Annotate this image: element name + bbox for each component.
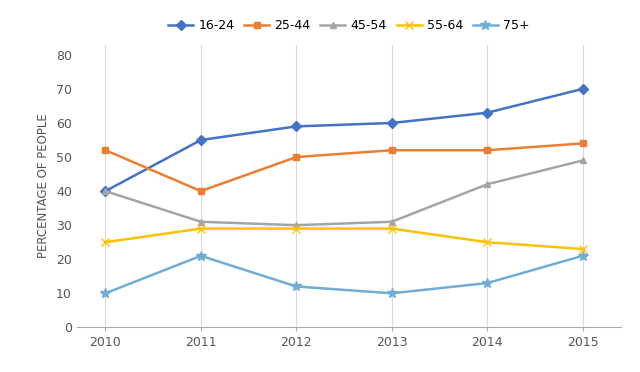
25-44 (292, 155, 300, 159)
Y-axis label: PERCENTAGE OF PEOPLE: PERCENTAGE OF PEOPLE (37, 113, 51, 259)
25-44 (197, 189, 205, 193)
75+ (197, 254, 205, 258)
55-64 (197, 226, 205, 231)
16-24 (197, 138, 205, 142)
45-54 (483, 182, 491, 186)
45-54 (197, 219, 205, 224)
Line: 55-64: 55-64 (101, 224, 587, 253)
Line: 45-54: 45-54 (102, 157, 586, 229)
45-54 (102, 189, 109, 193)
75+ (483, 281, 491, 285)
45-54 (388, 219, 396, 224)
25-44 (579, 141, 586, 146)
16-24 (102, 189, 109, 193)
16-24 (388, 121, 396, 125)
Legend: 16-24, 25-44, 45-54, 55-64, 75+: 16-24, 25-44, 45-54, 55-64, 75+ (163, 14, 534, 37)
Line: 75+: 75+ (100, 251, 588, 298)
25-44 (102, 148, 109, 153)
75+ (102, 291, 109, 295)
55-64 (483, 240, 491, 244)
25-44 (483, 148, 491, 153)
25-44 (388, 148, 396, 153)
Line: 16-24: 16-24 (102, 86, 586, 195)
55-64 (388, 226, 396, 231)
16-24 (292, 124, 300, 129)
75+ (388, 291, 396, 295)
75+ (579, 254, 586, 258)
45-54 (579, 158, 586, 163)
55-64 (292, 226, 300, 231)
55-64 (579, 247, 586, 251)
55-64 (102, 240, 109, 244)
16-24 (483, 110, 491, 115)
45-54 (292, 223, 300, 227)
75+ (292, 284, 300, 289)
Line: 25-44: 25-44 (102, 140, 586, 195)
16-24 (579, 87, 586, 91)
